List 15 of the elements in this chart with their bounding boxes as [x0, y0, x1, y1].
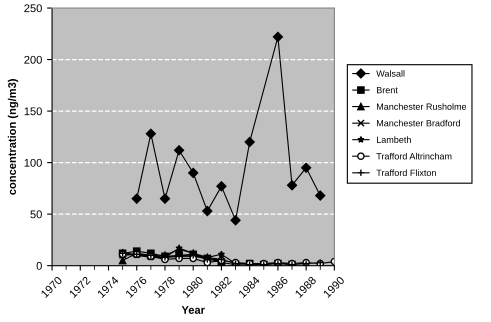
y-tick-label: 0: [36, 262, 42, 270]
legend-label: Walsall: [376, 70, 404, 77]
x-axis-title: Year: [182, 306, 205, 314]
y-axis-title: concentration (ng/m3): [8, 79, 18, 195]
legend-label: Lambeth: [376, 136, 411, 143]
y-tick-label: 200: [24, 56, 42, 64]
legend-label: Brent: [376, 87, 398, 94]
legend-label: Trafford Altrincham: [376, 152, 452, 160]
legend-label: Manchester Bradford: [376, 120, 460, 126]
y-tick-label: 150: [24, 107, 42, 116]
y-tick-label: 50: [30, 210, 42, 218]
legend-label: Manchester Rusholme: [376, 103, 466, 110]
y-tick-label: 250: [24, 4, 42, 12]
legend-label: Trafford Flixton: [376, 169, 436, 176]
y-tick-label: 100: [24, 158, 42, 167]
